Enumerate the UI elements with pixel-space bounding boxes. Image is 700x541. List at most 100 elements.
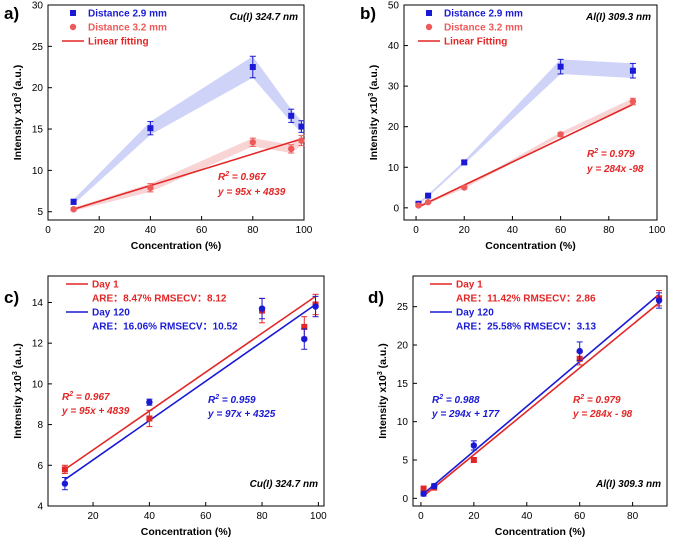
legend-label: Linear Fitting	[444, 37, 507, 48]
fit-line	[64, 295, 317, 471]
data-point-circle	[415, 202, 422, 209]
fit-annotation: R2 = 0.979	[587, 148, 635, 160]
y-tick-label: 20	[32, 83, 44, 94]
x-tick-label: 80	[627, 511, 639, 522]
data-point-square	[629, 67, 636, 74]
x-axis-label: Concentration (%)	[485, 240, 575, 252]
plot-frame	[412, 275, 668, 507]
legend-marker-circle	[425, 23, 433, 31]
data-point-square	[147, 125, 154, 132]
legend-note: ARE：16.06% RMSECV：10.52	[92, 322, 238, 333]
fit-annotation: R2 = 0.959	[208, 394, 256, 406]
data-point-circle	[288, 145, 295, 153]
x-tick-label: 40	[521, 511, 533, 522]
chart-title: Cu(I) 324.7 nm	[230, 12, 298, 23]
data-point-circle	[470, 442, 478, 449]
y-tick-label: 15	[397, 379, 409, 390]
y-tick-label: 10	[388, 163, 400, 174]
x-tick-label: 60	[574, 511, 586, 522]
legend-label: Distance 2.9 mm	[88, 9, 167, 20]
x-tick-label: 80	[256, 511, 268, 522]
legend-label: Day 120	[456, 308, 494, 319]
panel-letter: a)	[4, 4, 19, 23]
y-tick-label: 8	[37, 420, 43, 431]
fit-annotation: y = 95x + 4839	[217, 187, 286, 198]
x-axis-label: Concentration (%)	[141, 526, 231, 538]
x-tick-label: 40	[145, 225, 157, 236]
legend-label: Linear fitting	[88, 37, 149, 48]
y-tick-label: 25	[397, 302, 409, 313]
y-tick-label: 14	[32, 298, 44, 309]
y-tick-label: 50	[388, 1, 400, 12]
y-axis-label: Intensity x103 (a.u.)	[377, 343, 389, 439]
fit-annotation: R2 = 0.988	[432, 394, 480, 406]
data-point-square	[461, 159, 468, 166]
data-point-square	[298, 123, 305, 130]
data-point-square	[288, 112, 295, 119]
legend-marker-square	[426, 10, 432, 16]
panel-letter: c)	[4, 288, 19, 307]
legend-marker-circle	[69, 23, 77, 31]
chart-panel-a: 0 20 40 60 80 100 5 10 15 20 25 30 Concentration (%)…	[4, 1, 313, 253]
data-point-circle	[258, 305, 266, 312]
chart-title: Cu(I) 324.7 nm	[250, 479, 318, 490]
legend-note: ARE：11.42% RMSECV：2.86	[456, 294, 596, 305]
legend-marker-square	[70, 10, 76, 16]
y-tick-label: 4	[37, 502, 43, 513]
panel-letter: b)	[360, 4, 376, 23]
x-tick-label: 0	[413, 225, 419, 236]
data-point-circle	[557, 131, 564, 138]
fit-annotation: y = 284x -98	[586, 164, 644, 175]
data-point-square	[70, 198, 77, 205]
x-tick-label: 20	[459, 225, 471, 236]
fit-line	[418, 103, 634, 208]
y-tick-label: 6	[37, 461, 43, 472]
data-point-circle	[70, 206, 77, 213]
y-axis-label: Intensity x103 (a.u.)	[12, 343, 24, 439]
data-point-square	[146, 415, 153, 422]
x-tick-label: 40	[144, 511, 156, 522]
y-tick-label: 25	[32, 42, 44, 53]
x-tick-label: 60	[200, 511, 212, 522]
plot-frame	[47, 4, 305, 221]
y-tick-label: 40	[388, 41, 400, 52]
legend-note: ARE：8.47% RMSECV：8.12	[92, 294, 227, 305]
x-tick-label: 20	[87, 511, 99, 522]
panel-letter: d)	[368, 288, 384, 307]
data-point-square	[557, 63, 564, 70]
y-axis-label: Intensity x103 (a.u.)	[368, 65, 380, 161]
chart-title: Al(I) 309.3 nm	[595, 479, 661, 490]
y-tick-label: 12	[32, 339, 44, 350]
x-tick-label: 60	[555, 225, 567, 236]
data-point-circle	[424, 198, 432, 206]
x-tick-label: 60	[196, 225, 208, 236]
data-point-square	[249, 64, 256, 71]
y-tick-label: 5	[402, 456, 408, 467]
plot-frame	[47, 275, 325, 507]
y-tick-label: 0	[393, 203, 399, 214]
data-point-circle	[576, 347, 583, 355]
fit-annotation: R2 = 0.967	[218, 171, 266, 183]
uncertainty-band	[418, 59, 633, 205]
x-axis-label: Concentration (%)	[495, 526, 585, 538]
chart-panel-b: 0 20 40 60 80 100 0 10 20 30 40 50 Concentration (%)…	[360, 1, 666, 253]
data-point-circle	[629, 98, 637, 105]
uncertainty-band	[418, 98, 633, 207]
plot-frame	[403, 4, 658, 221]
fit-annotation: R2 = 0.967	[62, 391, 110, 403]
fit-annotation: R2 = 0.979	[573, 394, 621, 406]
data-point-circle	[61, 480, 69, 487]
chart-panel-d: 0 20 40 60 80 0 5 10 15 20 25 Concentration (%) Inte…	[368, 275, 668, 538]
chart-title: Al(I) 309.3 nm	[585, 12, 651, 23]
y-tick-label: 20	[397, 341, 409, 352]
x-tick-label: 100	[310, 511, 327, 522]
legend-label: Distance 3.2 mm	[88, 23, 167, 34]
data-point-square	[61, 466, 68, 473]
x-tick-label: 20	[94, 225, 106, 236]
y-tick-label: 20	[388, 122, 400, 133]
data-point-circle	[655, 297, 663, 304]
data-point-circle	[430, 482, 438, 490]
data-point-circle	[461, 184, 468, 191]
data-point-circle	[301, 335, 308, 343]
